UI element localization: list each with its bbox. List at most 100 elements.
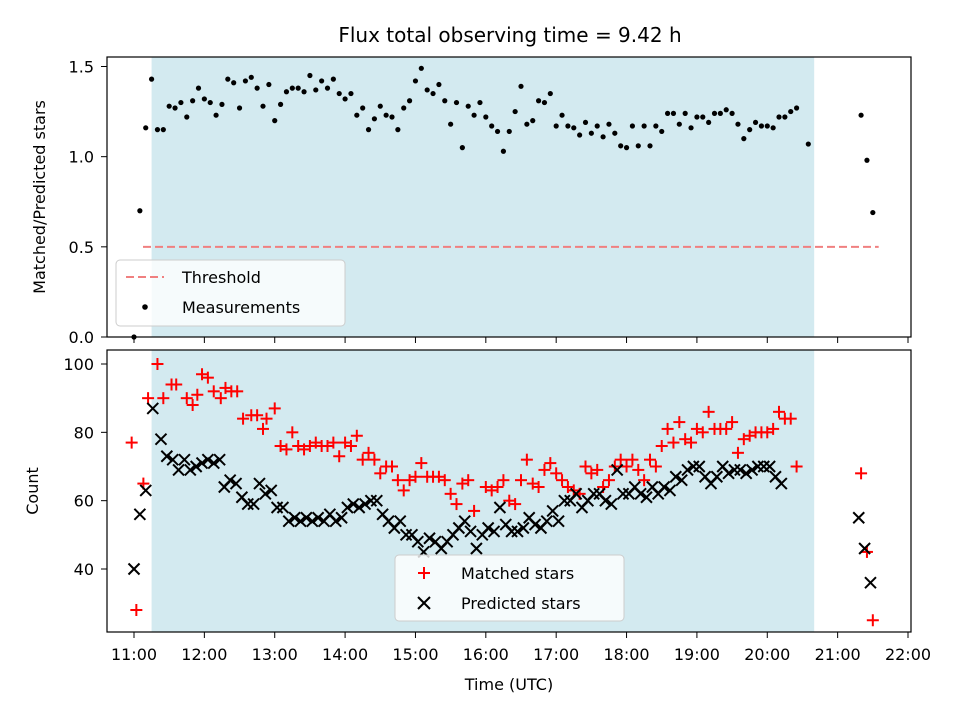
- predicted-star-point: [634, 487, 647, 501]
- predicted-star-point: [352, 501, 366, 514]
- predicted-star-point: [178, 453, 191, 466]
- legend-matched-label: Matched stars: [461, 564, 574, 583]
- measurement-point: [870, 209, 876, 216]
- matched-star-point: [773, 405, 785, 418]
- measurement-point: [729, 110, 735, 116]
- top-x-ticks: [133, 337, 909, 343]
- predicted-star-point: [259, 487, 272, 501]
- measurement-point: [401, 105, 407, 111]
- matched-star-point: [391, 474, 404, 487]
- predicted-star-point: [364, 494, 378, 507]
- measurement-point: [641, 123, 647, 129]
- matched-star-point: [151, 358, 164, 370]
- predicted-star-point: [687, 460, 700, 473]
- measurement-point: [858, 112, 864, 118]
- measurement-point: [272, 118, 278, 124]
- measurement-point: [711, 110, 718, 116]
- measurement-point: [465, 103, 471, 109]
- measurement-point: [700, 114, 706, 120]
- predicted-star-point: [693, 460, 706, 473]
- predicted-star-point: [423, 532, 436, 545]
- matched-star-point: [626, 453, 639, 466]
- matched-star-point: [614, 453, 627, 466]
- predicted-star-point: [241, 497, 254, 511]
- predicted-star-point: [487, 525, 501, 538]
- predicted-star-point: [558, 494, 571, 507]
- measurement-point: [207, 99, 213, 106]
- predicted-star-point: [681, 463, 694, 477]
- predicted-star-point: [166, 453, 179, 466]
- matched-star-point: [855, 467, 868, 480]
- predicted-star-point: [493, 501, 507, 514]
- predicted-star-point: [154, 432, 168, 446]
- predicted-star-point: [189, 460, 203, 473]
- measurement-point: [448, 121, 454, 127]
- legend-predicted-label: Predicted stars: [461, 594, 581, 613]
- predicted-star-point: [864, 576, 877, 589]
- matched-star-point: [462, 474, 475, 487]
- measurement-point: [342, 96, 348, 102]
- predicted-star-point: [276, 501, 290, 514]
- measurement-point: [330, 76, 336, 82]
- measurement-point: [442, 98, 448, 104]
- top-axes-frame: [106, 56, 912, 338]
- predicted-star-point: [270, 501, 284, 514]
- predicted-star-point: [546, 504, 559, 518]
- matched-star-point: [538, 463, 551, 476]
- measurement-point: [354, 112, 360, 118]
- bottom-xtick-label: 19:00: [674, 645, 720, 664]
- measurement-point: [365, 127, 372, 133]
- measurement-point: [313, 87, 319, 93]
- predicted-star-point: [288, 511, 301, 524]
- matched-star-point: [333, 450, 346, 463]
- measurements-series: [131, 65, 876, 340]
- predicted-star-point: [139, 484, 152, 497]
- matched-star-point: [591, 463, 604, 476]
- predicted-star-point: [610, 463, 624, 477]
- top-ylabel: Matched/Predicted stars: [30, 100, 49, 294]
- predicted-star-point: [599, 494, 612, 507]
- measurement-point: [424, 87, 430, 93]
- measurement-point: [301, 89, 307, 95]
- predicted-star-point: [341, 501, 354, 514]
- measurement-point: [670, 110, 677, 116]
- measurement-point: [676, 121, 682, 127]
- measurement-point: [653, 123, 659, 129]
- predicted-star-point: [213, 453, 226, 466]
- matched-star-point: [125, 436, 138, 449]
- measurement-point: [635, 143, 641, 149]
- predicted-star-point: [300, 511, 313, 524]
- measurement-point: [600, 134, 606, 140]
- measurement-point: [231, 80, 237, 86]
- measurement-point: [172, 105, 178, 111]
- bottom-ytick-label: 100: [63, 355, 94, 374]
- measurement-point: [489, 123, 495, 129]
- measurement-point: [717, 110, 723, 116]
- bottom-ylabel: Count: [23, 467, 42, 515]
- measurement-point: [319, 78, 325, 84]
- legend-predicted-swatch: [417, 596, 431, 610]
- matched-star-point: [720, 422, 733, 435]
- predicted-star-point: [745, 463, 759, 477]
- predicted-star-point: [852, 511, 865, 524]
- predicted-star-point: [470, 542, 483, 555]
- measurement-point: [735, 121, 741, 127]
- matched-star-point: [644, 453, 656, 466]
- top-panel: Flux total observing time = 9.42 h 0.00.…: [30, 23, 912, 347]
- matched-star-point: [207, 385, 220, 398]
- matched-star-point: [731, 446, 744, 459]
- predicted-star-point: [517, 521, 530, 535]
- measurement-point: [524, 121, 530, 127]
- measurement-point: [629, 123, 636, 129]
- matched-star-point: [784, 412, 797, 425]
- matched-star-point: [170, 378, 183, 391]
- measurement-point: [184, 114, 190, 120]
- measurement-point: [647, 143, 653, 149]
- predicted-star-point: [329, 514, 342, 528]
- predicted-star-point: [763, 460, 776, 473]
- measurement-point: [154, 127, 161, 133]
- bottom-x-ticks: 11:00 12:00 13:00 14:00 15:00 16:00 17:00 18:00…: [111, 632, 931, 664]
- measurement-point: [659, 128, 665, 135]
- predicted-star-point: [657, 480, 671, 494]
- measurement-point: [682, 110, 688, 116]
